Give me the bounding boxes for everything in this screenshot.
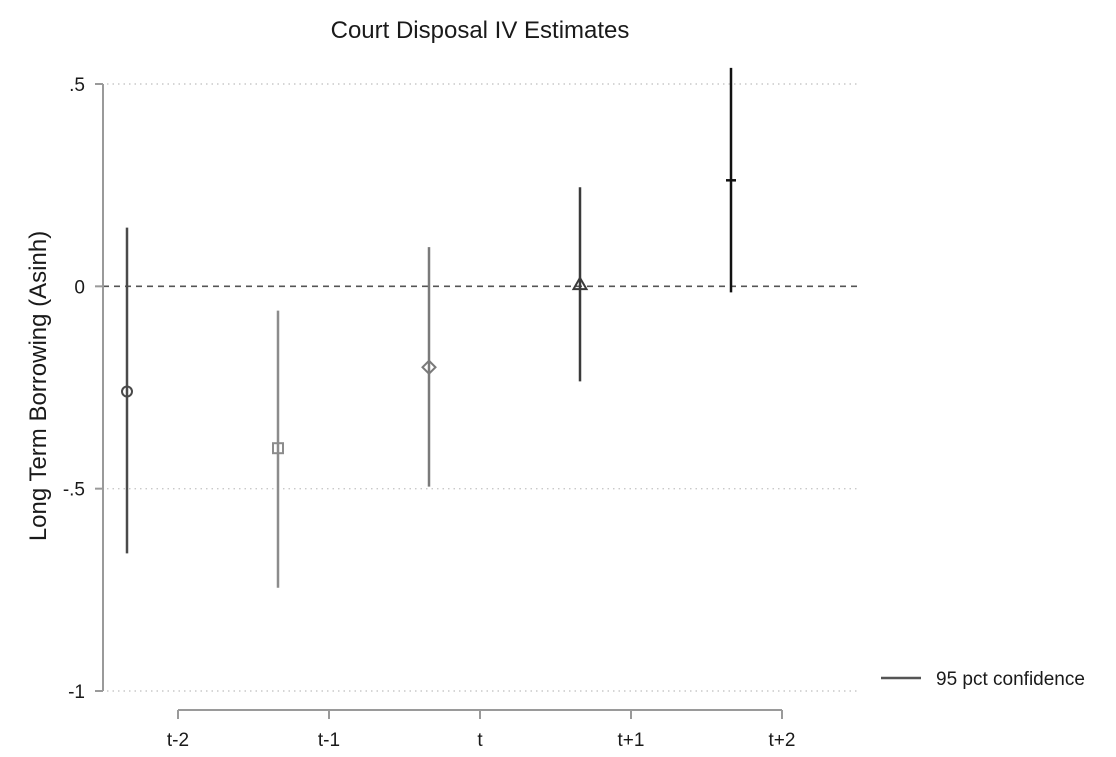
- chart-title: Court Disposal IV Estimates: [331, 17, 630, 44]
- legend-label: 95 pct confidence: [936, 669, 1085, 690]
- y-tick-label: .5: [69, 75, 85, 96]
- legend: 95 pct confidence: [881, 669, 1085, 690]
- point-estimates: [121, 179, 736, 455]
- axes: .5 0 -.5 -1 t-2 t-1 t t+1 t+2: [63, 75, 796, 751]
- x-tick-label: t+1: [618, 730, 645, 751]
- x-tick-label: t-2: [167, 730, 189, 751]
- marker-circle-t-2: [121, 385, 133, 398]
- marker-triangle-t+1: [571, 275, 589, 291]
- confidence-intervals: [125, 67, 733, 588]
- y-tick-label: -.5: [63, 480, 85, 501]
- y-tick-label: 0: [74, 277, 85, 298]
- x-tick-label: t+2: [769, 730, 796, 751]
- marker-square-t-1: [272, 442, 284, 455]
- y-axis-label: Long Term Borrowing (Asinh): [25, 231, 52, 541]
- x-tick-label: t-1: [318, 730, 340, 751]
- gridlines: [103, 83, 860, 692]
- y-tick-label: -1: [68, 682, 85, 703]
- marker-diamond-t: [421, 359, 437, 376]
- x-tick-label: t: [477, 730, 483, 751]
